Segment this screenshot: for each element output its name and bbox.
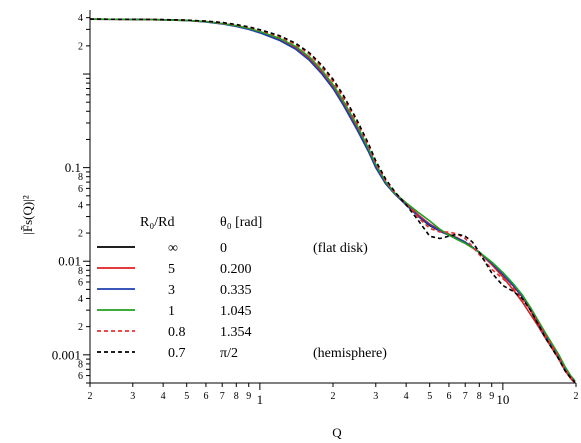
legend-ratio-5: 0.8 <box>168 325 186 340</box>
legend-note-1: (flat disk) <box>313 241 368 256</box>
x-tick-label: 8 <box>234 391 239 402</box>
legend-theta-6: π/2 <box>220 346 238 361</box>
x-axis-title: Q <box>332 425 342 440</box>
x-tick-label: 8 <box>477 391 482 402</box>
y-tick-label: 4 <box>78 13 83 24</box>
y-tick-label-major: 0.01 <box>58 254 81 269</box>
x-tick-label: 6 <box>446 391 451 402</box>
legend-theta-5: 1.354 <box>220 325 252 340</box>
legend-theta-1: 0 <box>220 241 227 256</box>
axis-ticks: 2 3 4 5 6 7 8 9 2 3 4 5 6 7 8 9 21 104286428642860.10.010… <box>52 13 579 407</box>
y-tick-label: 8 <box>78 359 83 370</box>
y-tick-label: 2 <box>78 41 83 52</box>
legend-ratio-1: ∞ <box>168 241 178 256</box>
x-tick-label: 3 <box>130 391 135 402</box>
x-tick-label: 9 <box>489 391 494 402</box>
legend-theta-4: 1.045 <box>220 304 252 319</box>
legend-theta-3: 0.335 <box>220 283 252 298</box>
x-tick-label: 2 <box>331 391 336 402</box>
y-tick-label: 6 <box>78 277 83 288</box>
x-tick-label: 7 <box>220 391 225 402</box>
x-tick-label-major: 10 <box>496 392 509 407</box>
legend-ratio-4: 1 <box>168 304 175 319</box>
x-tick-label-major: 1 <box>257 392 264 407</box>
y-axis-title: |F̃s(Q)|² <box>20 195 35 235</box>
x-tick-label: 5 <box>427 391 432 402</box>
y-tick-label: 6 <box>78 371 83 382</box>
series-line-4 <box>89 18 576 382</box>
x-tick-label: 4 <box>404 391 409 402</box>
x-tick-label: 3 <box>373 391 378 402</box>
y-tick-label: 8 <box>78 172 83 183</box>
legend-note-6: (hemisphere) <box>313 346 387 361</box>
x-tick-label: 2 <box>574 391 579 402</box>
y-tick-label: 6 <box>78 184 83 195</box>
legend-ratio-6: 0.7 <box>168 346 186 361</box>
series-lines <box>89 18 576 384</box>
legend-theta-2: 0.200 <box>220 262 252 277</box>
legend-ratio-2: 5 <box>168 262 175 277</box>
y-tick-label: 8 <box>78 266 83 277</box>
y-tick-label-major: 0.1 <box>65 160 81 175</box>
legend-header-ratio: R₀/Rd <box>140 215 174 230</box>
y-tick-label: 2 <box>78 322 83 333</box>
x-tick-label: 2 <box>88 391 93 402</box>
x-tick-label: 5 <box>184 391 189 402</box>
x-tick-label: 6 <box>203 391 208 402</box>
series-line-6 <box>89 18 576 383</box>
y-tick-label: 2 <box>78 229 83 240</box>
x-tick-label: 4 <box>161 391 166 402</box>
legend-header-theta: θ₀ [rad] <box>220 215 262 230</box>
x-tick-label: 7 <box>463 391 468 402</box>
y-tick-label: 4 <box>78 294 83 305</box>
x-tick-label: 9 <box>246 391 251 402</box>
legend-ratio-3: 3 <box>168 283 175 298</box>
y-tick-label: 4 <box>78 200 83 211</box>
legend: R₀/Rd θ₀ [rad] ∞ 0 (flat disk) 5 0.200 3 0.335… <box>97 215 387 361</box>
y-tick-label-major: 0.001 <box>52 347 81 362</box>
